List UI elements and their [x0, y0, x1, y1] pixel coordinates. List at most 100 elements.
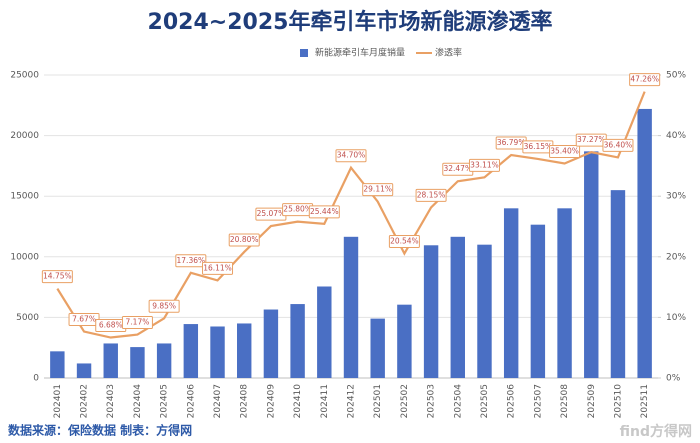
bar: [370, 318, 385, 378]
x-tick-label: 202401: [53, 384, 63, 418]
y2-tick-label: 0%: [666, 374, 681, 384]
y-tick-label: 20000: [10, 131, 39, 141]
data-label: 6.68%: [99, 321, 123, 330]
y-tick-label: 5000: [16, 313, 39, 323]
bar: [637, 108, 652, 378]
data-label: 9.85%: [152, 301, 176, 310]
label-box: [148, 299, 180, 313]
label-box: [549, 144, 581, 158]
data-label: 25.80%: [283, 205, 312, 214]
label-box: [202, 261, 234, 275]
label-box: [629, 73, 661, 87]
x-tick-label: 202404: [133, 384, 143, 419]
bar: [610, 190, 626, 378]
label-box: [602, 138, 634, 152]
bar: [397, 304, 412, 378]
bar: [477, 244, 492, 378]
bar: [450, 236, 465, 378]
legend-label: 渗透率: [435, 47, 462, 59]
watermark: find方得网: [620, 423, 692, 440]
bar: [103, 343, 118, 378]
data-label: 7.17%: [126, 318, 150, 327]
data-label: 7.67%: [72, 315, 96, 324]
line: [56, 91, 646, 339]
label-box: [468, 158, 500, 172]
y2-tick-label: 50%: [666, 71, 686, 81]
data-label: 37.27%: [577, 135, 606, 144]
data-label: 20.54%: [390, 237, 419, 246]
bar: [503, 208, 519, 378]
bar: [210, 326, 225, 378]
y-tick-label: 15000: [10, 192, 39, 202]
bar: [423, 245, 439, 378]
label-box: [335, 149, 367, 163]
x-tick-label: 202506: [507, 384, 517, 419]
x-tick-label: 202412: [347, 384, 357, 418]
bar: [76, 363, 92, 378]
y-tick-label: 25000: [10, 71, 39, 81]
label-box: [175, 254, 207, 268]
data-label: 36.40%: [604, 140, 633, 149]
bar: [530, 224, 546, 378]
x-tick-label: 202406: [186, 384, 196, 419]
x-tick-label: 202409: [266, 384, 276, 419]
bar: [237, 323, 252, 378]
data-label: 36.15%: [524, 142, 553, 151]
x-tick-label: 202410: [293, 384, 303, 419]
y2-tick-label: 10%: [666, 313, 686, 323]
data-label: 14.75%: [43, 272, 72, 281]
label-box: [388, 235, 420, 249]
label-box: [415, 188, 447, 202]
legend-swatch: [300, 49, 308, 57]
y2-tick-label: 40%: [666, 131, 686, 141]
x-tick-label: 202504: [453, 384, 463, 419]
x-tick-label: 202411: [320, 384, 330, 418]
data-label: 25.07%: [257, 209, 286, 218]
x-tick-label: 202507: [533, 384, 543, 418]
x-tick-label: 202403: [106, 384, 116, 418]
label-box: [228, 233, 260, 247]
x-tick-label: 202407: [213, 384, 223, 418]
bar: [557, 208, 572, 378]
data-label: 47.26%: [630, 75, 659, 84]
data-label: 32.47%: [443, 164, 472, 173]
bar: [183, 324, 199, 378]
bar: [263, 309, 279, 378]
y-tick-label: 10000: [10, 252, 39, 262]
x-tick-label: 202509: [587, 384, 597, 419]
label-box: [121, 316, 153, 330]
x-tick-label: 202501: [373, 384, 383, 418]
y2-tick-label: 20%: [666, 252, 686, 262]
data-label: 34.70%: [337, 151, 366, 160]
bar: [130, 347, 145, 378]
bar: [584, 151, 599, 378]
data-label: 16.11%: [203, 263, 232, 272]
x-tick-label: 202408: [240, 384, 250, 419]
data-label: 29.11%: [363, 185, 392, 194]
data-label: 20.80%: [230, 235, 259, 244]
bar: [343, 236, 359, 378]
x-tick-label: 202402: [80, 384, 90, 418]
legend-label: 新能源牵引车月度销量: [315, 47, 405, 59]
x-tick-label: 202511: [640, 384, 650, 418]
x-tick-label: 202510: [613, 384, 623, 419]
data-label: 35.40%: [550, 146, 579, 155]
bar: [317, 286, 332, 378]
y2-tick-label: 30%: [666, 192, 686, 202]
x-tick-label: 202505: [480, 384, 490, 418]
data-label: 28.15%: [417, 190, 446, 199]
x-tick-label: 202502: [400, 384, 410, 418]
data-label: 25.44%: [310, 207, 339, 216]
data-label: 36.79%: [497, 138, 526, 147]
x-tick-label: 202405: [160, 384, 170, 418]
label-box: [308, 205, 340, 219]
data-label: 33.11%: [470, 160, 499, 169]
bar: [156, 343, 172, 378]
chart-title: 2024~2025年牵引车市场新能源渗透率: [148, 9, 553, 35]
x-tick-label: 202503: [427, 384, 437, 418]
label-box: [41, 270, 73, 284]
label-box: [362, 183, 394, 197]
source-note: 数据来源：保险数据 制表：方得网: [8, 423, 192, 438]
bar: [50, 351, 65, 378]
